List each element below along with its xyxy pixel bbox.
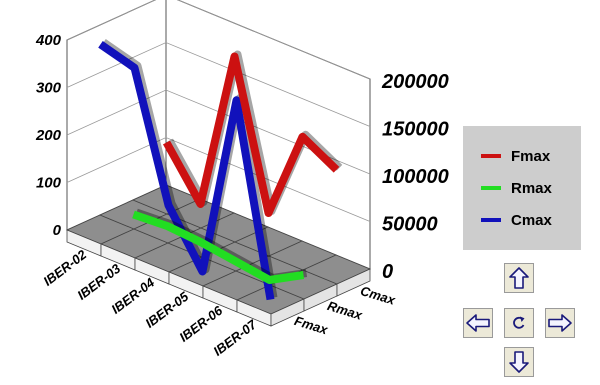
arrow-down-icon xyxy=(509,351,529,373)
depth-tick-label: Cmax xyxy=(359,283,398,308)
left-axis-tick-label: 400 xyxy=(35,32,62,49)
category-tick-label: IBER-03 xyxy=(74,260,123,302)
legend-item-cmax: Cmax xyxy=(481,210,552,230)
reset-rotation-button[interactable] xyxy=(504,308,534,338)
legend-item-fmax: Fmax xyxy=(481,146,550,166)
left-axis-tick-label: 300 xyxy=(36,80,62,97)
series-line-fmax xyxy=(162,52,340,217)
left-axis-tick-label: 200 xyxy=(35,127,62,144)
category-tick-label: IBER-07 xyxy=(210,316,259,358)
depth-tick-label: Fmax xyxy=(293,313,331,337)
chart-legend: Fmax Rmax Cmax xyxy=(463,126,581,250)
arrow-left-icon xyxy=(466,314,490,332)
legend-item-rmax: Rmax xyxy=(481,178,552,198)
reset-rotate-icon xyxy=(513,316,525,329)
legend-label-fmax: Fmax xyxy=(511,147,551,165)
arrow-up-icon xyxy=(509,267,529,289)
rotate-down-button[interactable] xyxy=(504,347,534,377)
category-tick-label: IBER-04 xyxy=(108,274,157,316)
chart-series xyxy=(98,39,343,301)
gridline xyxy=(66,42,371,127)
legend-swatch-rmax xyxy=(481,186,501,190)
arrow-right-icon xyxy=(548,314,572,332)
legend-label-rmax: Rmax xyxy=(511,179,552,197)
floor-side-cell xyxy=(336,268,371,297)
category-tick-label: IBER-05 xyxy=(142,288,191,330)
right-axis-tick-label: 100000 xyxy=(382,166,449,188)
rotate-up-button[interactable] xyxy=(504,263,534,293)
gridline xyxy=(66,0,371,80)
category-tick-label: IBER-02 xyxy=(40,246,89,288)
left-axis-tick-label: 100 xyxy=(36,175,62,192)
legend-swatch-fmax xyxy=(481,154,501,158)
rotate-left-button[interactable] xyxy=(463,308,493,338)
right-axis-tick-label: 50000 xyxy=(382,214,438,236)
legend-label-cmax: Cmax xyxy=(511,211,552,229)
left-axis-tick-label: 0 xyxy=(53,222,62,239)
rotation-controls xyxy=(461,263,577,378)
right-axis-tick-label: 150000 xyxy=(382,119,449,141)
series-line-rmax xyxy=(132,210,305,284)
gridline xyxy=(66,137,371,222)
right-axis-tick-label: 0 xyxy=(382,261,393,283)
right-axis-tick-label: 200000 xyxy=(381,71,449,93)
legend-swatch-cmax xyxy=(481,218,501,222)
category-tick-label: IBER-06 xyxy=(176,302,225,344)
rotate-right-button[interactable] xyxy=(545,308,575,338)
depth-tick-label: Rmax xyxy=(326,298,365,323)
